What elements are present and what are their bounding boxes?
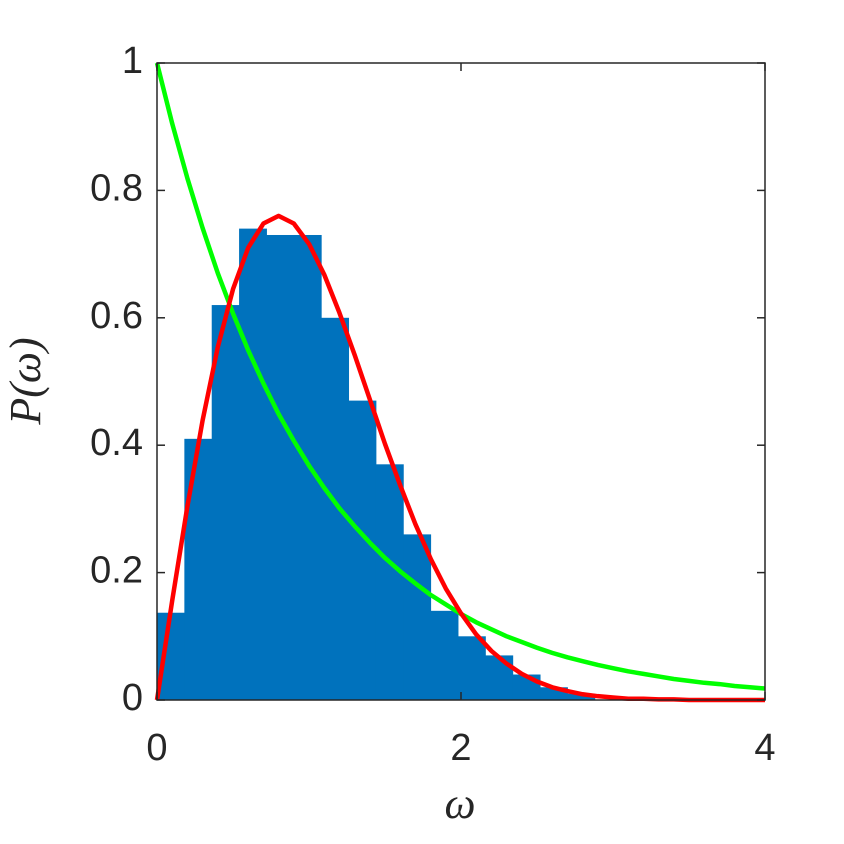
x-tick-label: 0 bbox=[146, 727, 167, 769]
bar bbox=[348, 400, 377, 700]
x-axis-label: ω bbox=[444, 779, 475, 828]
bar bbox=[321, 317, 350, 700]
x-tick-label: 2 bbox=[450, 727, 471, 769]
bar bbox=[485, 655, 514, 700]
bar bbox=[375, 464, 404, 700]
y-tick-label: 0.2 bbox=[90, 550, 143, 592]
y-tick-label: 0 bbox=[122, 677, 143, 719]
bar bbox=[211, 305, 240, 700]
x-tick-label: 4 bbox=[754, 727, 775, 769]
y-tick-label: 0.6 bbox=[90, 295, 143, 337]
bar bbox=[567, 693, 596, 700]
y-tick-label: 1 bbox=[122, 40, 143, 82]
y-tick-label: 0.4 bbox=[90, 422, 143, 464]
bar bbox=[457, 636, 486, 700]
y-axis-label: P(ω) bbox=[1, 337, 50, 425]
bar bbox=[239, 228, 267, 700]
bar bbox=[266, 234, 295, 701]
bar bbox=[430, 610, 459, 700]
y-tick-label: 0.8 bbox=[90, 167, 143, 209]
bar bbox=[403, 534, 432, 700]
bar bbox=[184, 438, 213, 700]
